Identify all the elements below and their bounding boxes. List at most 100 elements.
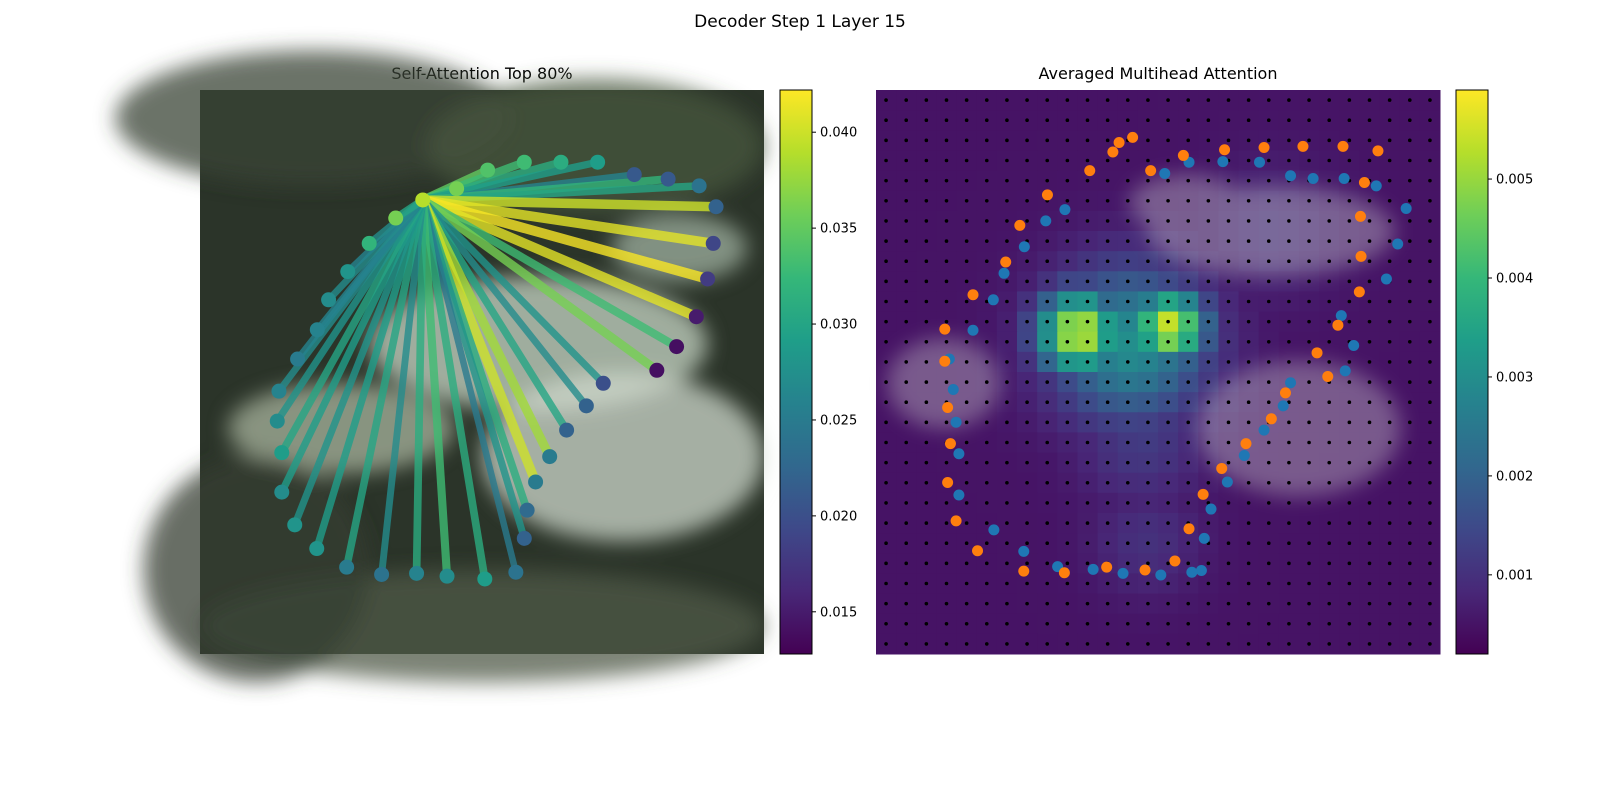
grid-point xyxy=(1025,118,1029,123)
node-16 xyxy=(578,398,594,414)
grid-point xyxy=(1206,360,1211,364)
grid-point xyxy=(1226,219,1231,223)
grid-point xyxy=(1065,118,1070,123)
grid-point xyxy=(904,501,909,505)
grid-point xyxy=(1085,279,1090,284)
grid-point xyxy=(1327,561,1332,566)
grid-point xyxy=(1025,178,1029,183)
node-15 xyxy=(595,375,611,391)
grid-point xyxy=(924,621,929,626)
grid-point xyxy=(1266,521,1271,525)
grid-point xyxy=(1206,521,1211,525)
grid-point xyxy=(1307,198,1311,203)
grid-point xyxy=(1407,178,1412,183)
grid-point xyxy=(964,198,969,203)
grid-point xyxy=(1085,400,1090,405)
grid-point xyxy=(1327,178,1332,183)
grid-point xyxy=(1266,98,1271,102)
grid-point xyxy=(1206,158,1211,163)
grid-point xyxy=(884,239,888,243)
grid-point xyxy=(1045,460,1050,465)
grid-point xyxy=(1085,420,1090,425)
node-29 xyxy=(287,517,303,533)
grid-point xyxy=(1146,642,1150,646)
grid-point xyxy=(1166,400,1170,405)
grid-point xyxy=(1146,158,1150,163)
grid-point xyxy=(1166,380,1170,384)
grid-point xyxy=(904,561,909,566)
grid-point xyxy=(944,198,949,203)
grid-point xyxy=(964,299,969,304)
grid-point xyxy=(1166,259,1170,264)
grid-point xyxy=(1146,319,1150,324)
grid-point xyxy=(964,400,969,405)
grid-point xyxy=(984,501,989,505)
grid-point xyxy=(1327,138,1332,143)
node-11 xyxy=(700,271,716,287)
grid-point xyxy=(964,158,969,163)
node-22 xyxy=(508,564,524,580)
grid-point xyxy=(1347,521,1352,525)
grid-point xyxy=(1367,561,1372,566)
grid-point xyxy=(1347,360,1352,364)
grid-point xyxy=(944,561,949,566)
grid-point xyxy=(1125,259,1130,264)
grid-point xyxy=(1206,480,1211,485)
grid-point xyxy=(1367,480,1372,485)
grid-point xyxy=(1065,480,1070,485)
grid-point xyxy=(1065,259,1070,264)
blue-point-14 xyxy=(1285,377,1297,389)
grid-point xyxy=(1125,521,1130,525)
grid-point xyxy=(1025,380,1029,384)
grid-point xyxy=(1146,380,1150,384)
grid-point xyxy=(1146,420,1150,425)
grid-point xyxy=(1246,642,1251,646)
grid-point xyxy=(904,621,909,626)
grid-point xyxy=(1045,621,1050,626)
grid-point xyxy=(1085,178,1090,183)
node-7 xyxy=(660,171,676,187)
grid-point xyxy=(964,279,969,284)
node-32 xyxy=(269,413,285,429)
grid-point xyxy=(884,501,888,505)
grid-point xyxy=(1166,480,1170,485)
grid-point xyxy=(1387,642,1392,646)
grid-point xyxy=(904,460,909,465)
grid-point xyxy=(1005,440,1009,445)
blue-point-24 xyxy=(1117,567,1129,579)
grid-point xyxy=(1005,521,1009,525)
attention-edge-25 xyxy=(378,196,427,578)
grid-point xyxy=(1105,299,1110,304)
grid-point xyxy=(1327,601,1332,606)
grid-point xyxy=(1186,319,1191,324)
grid-point xyxy=(884,219,888,223)
grid-point xyxy=(1146,239,1150,243)
grid-point xyxy=(1206,239,1211,243)
blue-point-21 xyxy=(1195,565,1207,577)
grid-point xyxy=(1186,279,1191,284)
grid-point xyxy=(884,521,888,525)
colorbar-tick-label: 0.002 xyxy=(1496,469,1533,484)
grid-point xyxy=(1246,239,1251,243)
orange-point-3 xyxy=(1258,142,1270,154)
grid-point xyxy=(1146,138,1150,143)
grid-point xyxy=(1065,98,1070,102)
colorbar-tick-label: 0.015 xyxy=(820,605,857,620)
grid-point xyxy=(1226,561,1231,566)
grid-point xyxy=(1428,621,1432,626)
grid-point xyxy=(1005,138,1009,143)
grid-point xyxy=(1287,259,1291,264)
grid-point xyxy=(1166,118,1170,123)
node-38 xyxy=(361,235,377,251)
grid-point xyxy=(1387,400,1392,405)
grid-point xyxy=(1105,642,1110,646)
grid-point xyxy=(1146,440,1150,445)
orange-point-13 xyxy=(1322,371,1334,383)
grid-point xyxy=(1287,198,1291,203)
grid-point xyxy=(1085,501,1090,505)
grid-point xyxy=(924,118,929,123)
grid-point xyxy=(1226,279,1231,284)
grid-point xyxy=(1407,219,1412,223)
grid-point xyxy=(1005,158,1009,163)
attention-edge-27 xyxy=(313,196,427,553)
